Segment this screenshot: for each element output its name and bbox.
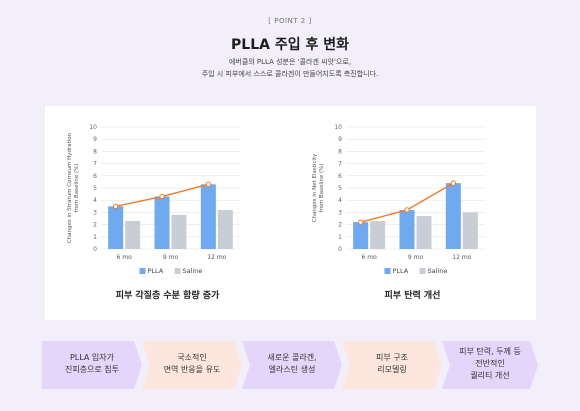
charts-panel: 0 1 2 3 4 5 6 7 8 9 10 Changes in Stratum Corneum H… [45,106,536,320]
flow-step-3: 새로운 콜라겐, 엘라스틴 생성 [267,353,317,374]
flow-step-2: 국소적인 면역 반응을 유도 [163,353,221,374]
x-tick-label: 12 mo [452,254,471,261]
trend-point [450,180,457,186]
y-axis-label-line-1: Changes in Net Elasticity [312,153,318,222]
x-tick-label: 6 mo [117,254,133,261]
flow-arrow-shape [342,341,442,389]
legend-swatch-plla [139,268,146,274]
plla-bar [399,209,415,249]
y-tick-label: 7 [93,161,97,168]
saline-bar [217,209,233,249]
flow-arrow-shape [42,341,142,389]
x-tick-label: 9 mo [163,254,179,261]
saline-bar [416,216,432,249]
plla-bar [445,183,461,249]
saline-bar [171,214,187,249]
y-tick-label: 0 [338,246,342,253]
plla-bar [353,222,369,249]
hydration-chart: 0 1 2 3 4 5 6 7 8 9 10 Changes in Stratum Corneum H… [67,124,240,275]
legend-swatch-plla [384,268,391,274]
hydration-chart-title: 피부 각질층 수분 함량 증가 [115,291,220,301]
trend-point [205,181,212,188]
trend-point [159,193,165,200]
y-tick-label: 5 [338,185,342,192]
y-tick-label: 2 [93,222,97,229]
flow-step-4: 피부 구조 리모델링 [376,353,408,374]
trend-point [404,207,410,213]
elasticity-chart-title: 피부 탄력 개선 [384,291,441,301]
y-tick-label: 7 [338,161,342,168]
y-tick-label: 3 [338,209,342,216]
y-tick-label: 1 [338,234,342,241]
subtitle-line-2: 주입 시 피부에서 스스로 콜라겐이 만들어지도록 촉진합니다. [201,70,379,78]
y-tick-label: 9 [93,136,97,143]
y-tick-label: 2 [338,222,342,229]
legend-swatch-saline [174,268,181,274]
subtitle-line-1: 에버클의 PLLA 성분은 '콜라겐 씨앗'으로, [228,58,352,66]
trend-point [357,219,364,225]
page-title: PLLA 주입 후 변화 [231,37,349,53]
y-tick-label: 6 [338,173,342,180]
plla-bar [200,184,216,249]
x-tick-label: 6 mo [362,254,378,261]
y-axis-label-line-2: from Baseline (%) [319,163,325,212]
y-tick-label: 5 [93,185,97,192]
y-tick-label: 8 [93,148,97,155]
y-tick-label: 8 [338,148,342,155]
plla-bar [108,206,124,249]
elasticity-chart: 0 1 2 3 4 5 6 7 8 9 10 Changes in Net Elasticity fro… [312,124,485,275]
x-tick-label: 9 mo [408,254,424,261]
y-tick-label: 4 [338,197,342,204]
legend-label-saline: Saline [183,267,203,275]
flow-arrow-shape [442,341,538,389]
plla-bar [154,196,170,249]
trend-point [112,203,119,210]
y-tick-label: 3 [93,209,97,216]
y-axis-label-line-2: from Baseline (%) [74,163,80,212]
flow-arrow-shape [242,341,342,389]
page-subtitle: 에버클의 PLLA 성분은 '콜라겐 씨앗'으로, 주입 시 피부에서 스스로 … [0,56,580,80]
y-tick-label: 10 [89,124,97,131]
y-tick-label: 0 [93,246,97,253]
y-tick-label: 9 [338,136,342,143]
flow-arrows [42,341,538,389]
legend-label-saline: Saline [428,267,448,275]
flow-step-1: PLLA 입자가 진피층으로 침투 [64,353,120,374]
saline-bar [462,212,478,249]
legend-label-plla: PLLA [148,267,164,275]
flow-step-5: 피부 탄력, 두께 등 전반적인 퀄리티 개선 [459,347,521,380]
point-label: [ POINT 2 ] [268,17,312,25]
legend-swatch-saline [419,268,426,274]
legend-label-plla: PLLA [393,267,409,275]
y-tick-label: 4 [93,197,97,204]
flow-arrow-shape [142,341,242,389]
y-axis-label-line-1: Changes in Stratum Corneum Hydration [67,132,73,243]
x-tick-label: 12 mo [207,254,226,261]
y-tick-label: 1 [93,234,97,241]
y-tick-label: 10 [334,124,342,131]
y-tick-label: 6 [93,173,97,180]
process-flow: PLLA 입자가 진피층으로 침투 국소적인 면역 반응을 유도 새로운 콜라겐… [0,340,580,390]
saline-bar [370,220,386,249]
saline-bar [125,220,141,249]
